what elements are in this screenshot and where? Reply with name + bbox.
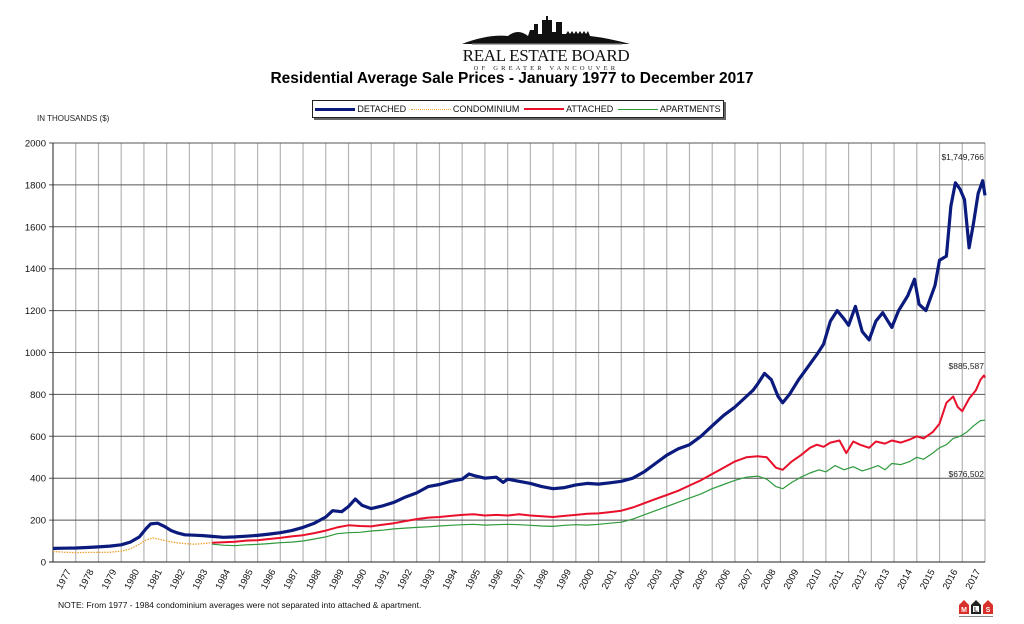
x-tick-label: 2016 [941,568,961,592]
mls-logo-icon: M L S [958,597,996,619]
x-tick-label: 2008 [759,568,779,592]
svg-text:L: L [974,608,978,614]
x-tick-label: 1995 [463,568,483,592]
x-tick-label: 1997 [509,568,529,592]
x-tick-label: 1988 [304,568,324,592]
real-estate-board-logo: REAL ESTATE BOARD OF GREATER VANCOUVER [458,14,634,76]
x-tick-label: 2017 [964,568,984,592]
x-tick-label: 2003 [645,568,665,592]
series-line-detached [52,179,987,550]
x-tick-label: 1999 [554,568,574,592]
x-tick-label: 1986 [259,568,279,592]
x-tick-label: 1989 [327,568,347,592]
y-tick-label: 600 [30,432,46,443]
x-tick-label: 1991 [373,568,393,592]
svg-text:M: M [961,607,967,614]
x-tick-label: 1978 [77,568,97,592]
x-tick-label: 2004 [668,568,688,592]
legend-swatch [524,108,565,110]
y-tick-label: 1600 [25,222,46,233]
legend-item-condominium: CONDOMINIUM [410,104,520,114]
legend-swatch [410,108,451,110]
series-line-apartments [212,419,986,547]
series-line-attached [212,374,986,544]
x-tick-label: 2001 [600,568,620,592]
detached-last-value-label: $1,749,766 [941,152,984,162]
y-tick-label: 0 [41,558,46,569]
legend-swatch [617,108,658,110]
x-tick-label: 1983 [191,568,211,592]
y-tick-label: 800 [30,390,46,401]
x-tick-label: 1979 [100,568,120,592]
x-tick-label: 1990 [350,568,370,592]
x-tick-label: 1994 [441,568,461,592]
x-tick-label: 1982 [168,568,188,592]
footnote: NOTE: From 1977 - 1984 condominium avera… [58,600,422,610]
x-tick-label: 1985 [236,568,256,592]
y-tick-label: 2000 [25,139,46,150]
x-tick-label: 2012 [850,568,870,592]
y-tick-label: 1000 [25,348,46,359]
x-tick-label: 2000 [577,568,597,592]
x-tick-label: 2014 [895,568,915,592]
x-tick-label: 2006 [714,568,734,592]
y-tick-label: 1200 [25,306,46,317]
legend-item-apartments: APARTMENTS [617,104,721,114]
x-tick-label: 2015 [918,568,938,592]
y-tick-label: 200 [30,516,46,527]
y-tick-label: 1400 [25,264,46,275]
y-tick-label: 400 [30,474,46,485]
x-tick-label: 2011 [827,568,846,591]
legend-swatch [315,107,356,111]
series-line-condominium [52,537,224,554]
y-tick-label: 1800 [25,180,46,191]
svg-text:S: S [986,607,991,614]
legend-label: ATTACHED [566,104,614,114]
x-tick-label: 2009 [782,568,802,592]
city-skyline-icon [462,16,630,45]
x-tick-label: 2002 [623,568,643,592]
x-tick-label: 1980 [122,568,142,592]
x-tick-label: 2010 [804,568,824,592]
x-tick-label: 1992 [395,568,415,592]
x-tick-label: 1987 [282,568,302,592]
x-tick-label: 2007 [736,568,756,592]
logo-title: REAL ESTATE BOARD [462,46,630,65]
legend-label: CONDOMINIUM [452,104,520,114]
legend-item-attached: ATTACHED [524,104,613,114]
x-tick-label: 1996 [486,568,506,592]
x-tick-label: 1977 [54,568,74,592]
legend-item-detached: DETACHED [315,104,406,114]
apartments-last-value-label: $676,502 [949,469,985,479]
logo-subtitle: OF GREATER VANCOUVER [473,65,619,72]
x-tick-label: 1981 [145,568,165,592]
attached-last-value-label: $885,587 [949,361,985,371]
legend-label: APARTMENTS [659,104,721,114]
x-tick-label: 2013 [873,568,893,592]
legend-label: DETACHED [357,104,407,114]
chart-title: Residential Average Sale Prices - Januar… [270,70,754,87]
x-tick-label: 1998 [532,568,552,592]
x-tick-label: 1993 [418,568,438,592]
x-tick-label: 2005 [691,568,711,592]
x-tick-label: 1984 [213,568,233,592]
y-axis-units-label: IN THOUSANDS ($) [37,114,110,123]
chart-legend: DETACHED CONDOMINIUM ATTACHED APARTMENTS [312,100,724,118]
